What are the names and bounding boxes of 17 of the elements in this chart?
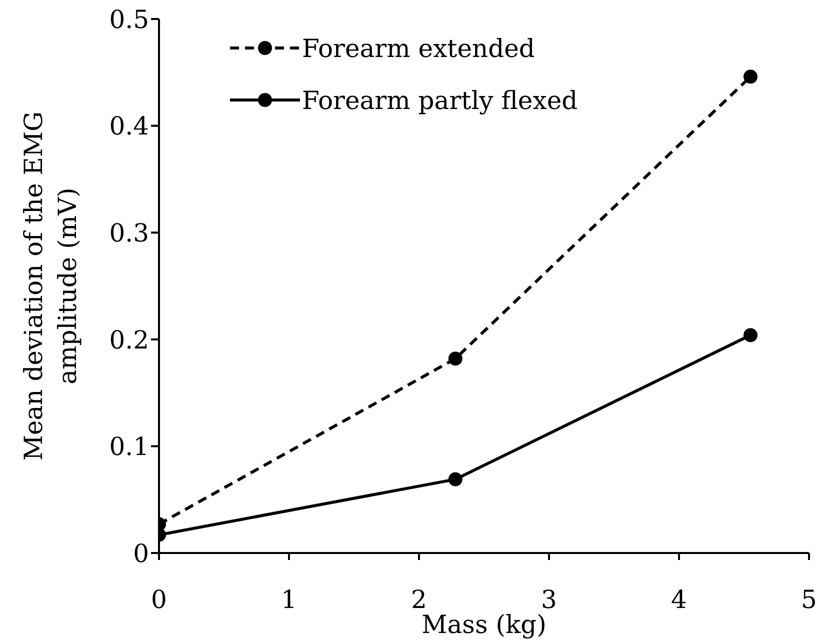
- x-tick-label: 1: [281, 584, 297, 614]
- y-tick-label: 0.4: [109, 112, 149, 141]
- point: [744, 70, 758, 84]
- point: [744, 328, 758, 342]
- x-tick-label: 0: [151, 584, 167, 614]
- point: [448, 472, 462, 486]
- y-axis-title: Mean deviation of the EMG amplitude (mV): [19, 111, 82, 461]
- y-tick-label: 0.1: [109, 432, 149, 462]
- y-tick-label: 0.3: [109, 218, 149, 248]
- legend-label: Forearm partly flexed: [302, 86, 578, 114]
- y-tick-label: 0.5: [109, 4, 149, 34]
- point: [448, 352, 462, 366]
- x-tick-label: 5: [801, 584, 817, 614]
- x-tick-label: 4: [671, 584, 687, 614]
- y-tick-label: 0: [133, 538, 149, 568]
- legend-label: Forearm extended: [302, 34, 535, 62]
- y-tick-label: 0.2: [109, 325, 149, 354]
